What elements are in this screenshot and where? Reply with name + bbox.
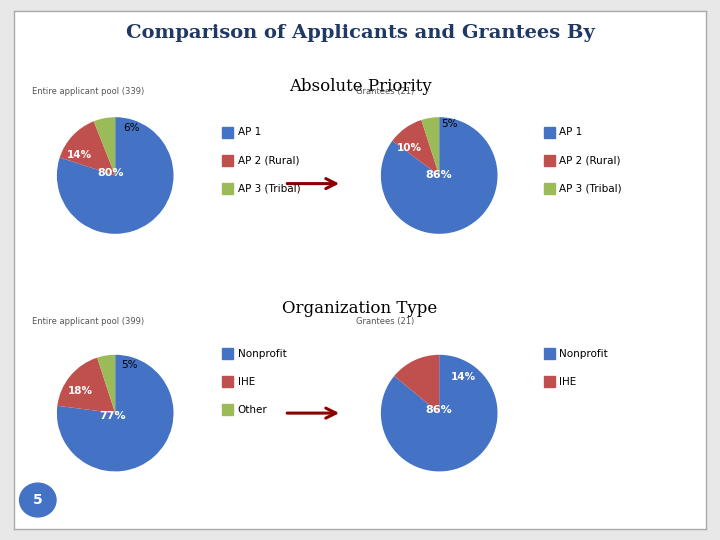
Text: Organization Type: Organization Type [282,300,438,316]
Text: Grantees (21): Grantees (21) [356,316,415,326]
Wedge shape [97,355,115,413]
Wedge shape [60,122,115,176]
Text: 80%: 80% [97,167,124,178]
Text: 5%: 5% [122,360,138,370]
Text: 77%: 77% [99,411,125,421]
Text: Nonprofit: Nonprofit [559,349,608,359]
Text: 86%: 86% [426,171,453,180]
Text: Entire applicant pool (399): Entire applicant pool (399) [32,316,145,326]
Text: 6%: 6% [123,123,140,133]
Wedge shape [57,355,174,471]
Text: Absolute Priority: Absolute Priority [289,78,431,95]
Text: 5: 5 [33,493,42,507]
Wedge shape [94,117,115,176]
Text: Other: Other [238,405,267,415]
Wedge shape [381,355,498,471]
Text: AP 1: AP 1 [559,127,582,137]
Text: 14%: 14% [451,372,476,382]
Text: 14%: 14% [66,150,91,160]
Text: Comparison of Applicants and Grantees By: Comparison of Applicants and Grantees By [125,24,595,42]
Text: IHE: IHE [559,377,577,387]
Wedge shape [58,357,115,413]
Text: 10%: 10% [397,143,421,152]
Text: Nonprofit: Nonprofit [238,349,287,359]
Wedge shape [381,117,498,234]
Text: Entire applicant pool (339): Entire applicant pool (339) [32,86,145,96]
Wedge shape [395,355,439,413]
Text: 86%: 86% [426,405,453,415]
Text: AP 1: AP 1 [238,127,261,137]
Wedge shape [392,120,439,176]
Circle shape [19,483,56,517]
Text: IHE: IHE [238,377,255,387]
Text: AP 2 (Rural): AP 2 (Rural) [238,156,299,165]
Text: Grantees (21): Grantees (21) [356,86,415,96]
Wedge shape [421,117,439,176]
Text: AP 2 (Rural): AP 2 (Rural) [559,156,621,165]
Text: AP 3 (Tribal): AP 3 (Tribal) [559,184,622,193]
Text: 18%: 18% [68,386,93,396]
Text: AP 3 (Tribal): AP 3 (Tribal) [238,184,300,193]
Wedge shape [57,117,174,234]
Text: 5%: 5% [441,119,458,129]
